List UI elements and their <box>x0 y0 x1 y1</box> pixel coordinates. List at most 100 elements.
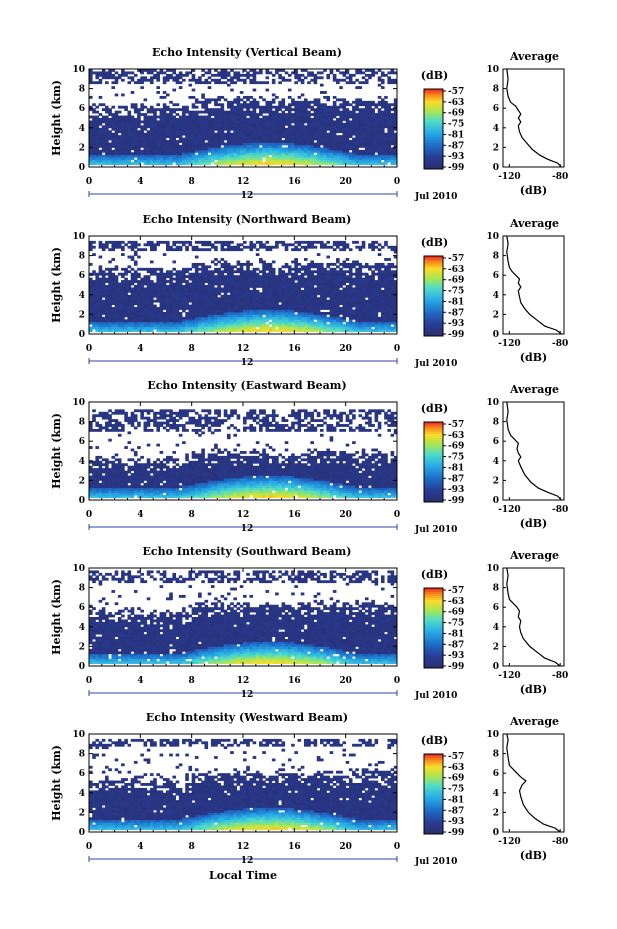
heatmap-cell <box>371 137 375 141</box>
heatmap-cell <box>300 311 305 315</box>
heatmap-cell <box>336 304 340 308</box>
heatmap-cell <box>89 157 93 161</box>
heatmap-cell <box>111 73 116 77</box>
heatmap-cell <box>387 154 391 158</box>
heatmap-cell <box>175 302 180 305</box>
heatmap-cell <box>194 245 199 249</box>
heatmap-cell <box>358 142 363 146</box>
heatmap-cell <box>172 69 177 72</box>
heatmap-cell <box>239 297 244 301</box>
heatmap-cell <box>159 297 164 301</box>
heatmap-cell <box>236 113 241 116</box>
heatmap-cell <box>92 115 96 119</box>
heatmap-cell <box>111 302 116 305</box>
heatmap-cell <box>246 135 250 138</box>
heatmap-cell <box>287 277 292 281</box>
heatmap-cell <box>291 280 295 283</box>
heatmap-cell <box>137 137 141 141</box>
heatmap-cell <box>300 297 305 301</box>
heatmap-cell <box>323 277 327 281</box>
heatmap-cell <box>210 137 215 141</box>
heatmap-cell <box>246 105 250 109</box>
heatmap-cell <box>175 120 180 124</box>
heatmap-cell <box>169 311 173 315</box>
heatmap-cell <box>336 294 340 298</box>
heatmap-cell <box>137 304 141 308</box>
heatmap-cell <box>214 262 218 266</box>
heatmap-cell <box>230 88 234 92</box>
heatmap-cell <box>140 277 144 281</box>
heatmap-cell <box>226 277 231 281</box>
heatmap-cell <box>246 71 250 75</box>
heatmap-cell <box>358 137 363 141</box>
heatmap-cell <box>178 304 183 308</box>
heatmap-cell <box>326 255 331 259</box>
heatmap-cell <box>393 113 398 116</box>
heatmap-cell <box>101 309 106 313</box>
heatmap-cell <box>371 157 375 161</box>
heatmap-cell <box>303 311 308 315</box>
heatmap-cell <box>239 162 244 165</box>
heatmap-cell <box>233 285 237 288</box>
heatmap-cell <box>271 100 276 104</box>
heatmap-cell <box>130 282 135 286</box>
heatmap-cell <box>226 140 231 143</box>
heatmap-cell <box>111 287 116 291</box>
heatmap-cell <box>303 137 308 141</box>
heatmap <box>89 69 398 165</box>
heatmap-cell <box>307 316 311 320</box>
heatmap-cell <box>133 140 138 143</box>
heatmap-cell <box>348 130 353 134</box>
heatmap-cell <box>390 115 395 119</box>
heatmap-cell <box>313 240 318 244</box>
heatmap-cell <box>284 319 289 323</box>
heatmap-cell <box>243 289 247 293</box>
heatmap-cell <box>137 108 141 112</box>
heatmap-cell <box>220 127 225 131</box>
heatmap-cell <box>364 137 369 141</box>
heatmap-cell <box>310 144 314 148</box>
heatmap-cell <box>182 142 186 146</box>
heatmap-cell <box>201 135 205 138</box>
heatmap-cell <box>393 137 398 141</box>
heatmap-cell <box>166 329 170 332</box>
heatmap-cell <box>127 130 132 134</box>
heatmap-cell <box>201 326 205 330</box>
heatmap-cell <box>156 132 160 136</box>
heatmap-cell <box>326 120 331 124</box>
heatmap-cell <box>175 162 180 165</box>
heatmap-cell <box>236 280 241 283</box>
heatmap-cell <box>246 154 250 158</box>
heatmap-cell <box>345 321 350 325</box>
heatmap-cell <box>393 115 398 119</box>
heatmap-cell <box>101 326 106 330</box>
heatmap-cell <box>361 76 366 80</box>
heatmap-cell <box>124 73 128 77</box>
heatmap-cell <box>336 69 340 72</box>
heatmap-cell <box>275 302 279 305</box>
heatmap-cell <box>316 130 321 134</box>
heatmap-cell <box>220 154 225 158</box>
heatmap-cell <box>166 113 170 116</box>
heatmap-cell <box>236 267 241 271</box>
heatmap-cell <box>303 270 308 274</box>
heatmap-cell <box>268 118 273 121</box>
heatmap-cell <box>111 329 116 332</box>
heatmap-cell <box>191 130 196 134</box>
heatmap-cell <box>133 125 138 129</box>
heatmap-cell <box>191 302 196 305</box>
heatmap-cell <box>281 275 286 279</box>
heatmap-cell <box>281 319 286 323</box>
heatmap-cell <box>300 135 305 138</box>
heatmap-cell <box>156 267 160 271</box>
heatmap-cell <box>185 122 189 126</box>
heatmap-cell <box>300 326 305 330</box>
heatmap-cell <box>339 135 343 138</box>
heatmap-cell <box>159 120 164 124</box>
heatmap-cell <box>124 324 128 328</box>
heatmap-cell <box>207 329 212 332</box>
heatmap-cell <box>262 287 266 291</box>
heatmap-cell <box>178 157 183 161</box>
heatmap-cell <box>217 314 221 318</box>
heatmap-cell <box>214 113 218 116</box>
